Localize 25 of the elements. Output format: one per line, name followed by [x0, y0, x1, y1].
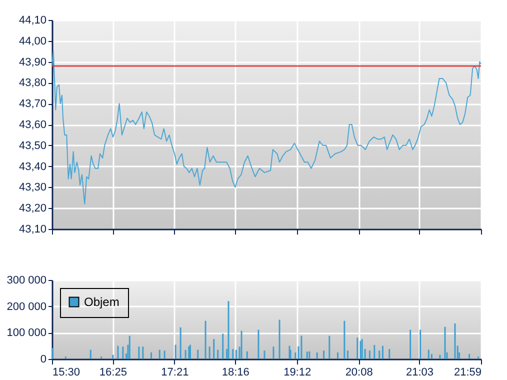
y-tick-label: 43,80	[18, 77, 46, 90]
y-tick-label: 43,70	[18, 98, 46, 110]
y-tick-label: 44,00	[18, 35, 46, 48]
y-tick-label: 0	[40, 354, 46, 366]
x-tick-label: 17:21	[161, 366, 189, 378]
y-tick-label: 43,30	[18, 182, 46, 194]
y-tick-label: 100 000	[6, 327, 46, 340]
legend-label: Objem	[84, 295, 120, 309]
y-tick-label: 200 000	[6, 300, 46, 313]
x-tick-label: 21:03	[406, 366, 434, 378]
x-tick-label: 18:16	[222, 366, 250, 378]
x-tick-label: 19:12	[284, 366, 312, 378]
x-tick-label: 15:30	[52, 366, 80, 378]
y-tick-label: 44,10	[18, 14, 46, 26]
line-series	[52, 50, 482, 204]
y-tick-label: 43,20	[18, 202, 46, 215]
y-tick-label: 43,90	[18, 56, 46, 68]
x-tick-label: 21:59	[454, 366, 482, 378]
y-tick-label: 43,10	[18, 224, 46, 236]
y-tick-label: 300 000	[6, 274, 46, 286]
y-tick-label: 43,50	[18, 140, 46, 152]
x-tick-label: 20:08	[345, 366, 373, 378]
y-tick-label: 43,60	[18, 119, 46, 131]
y-tick-label: 43,40	[18, 160, 46, 173]
x-tick-label: 16:25	[99, 366, 127, 378]
